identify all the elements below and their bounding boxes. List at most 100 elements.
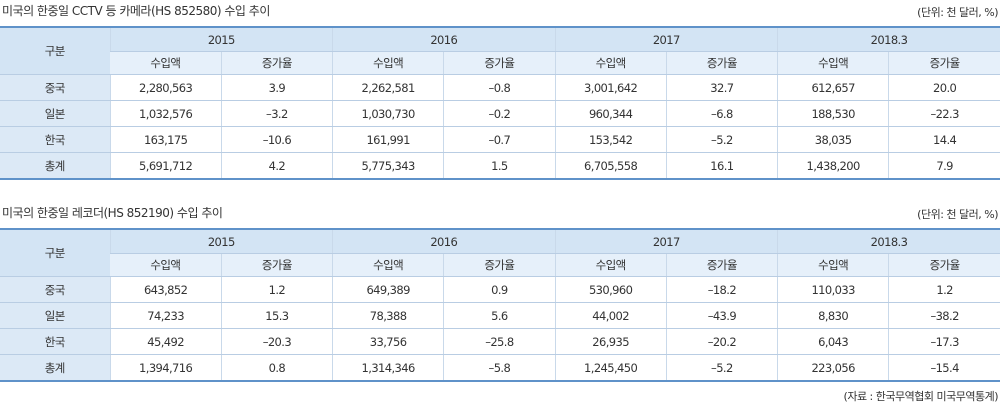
row-label: 한국 xyxy=(0,328,110,355)
cell: 0.9 xyxy=(443,276,555,303)
cell: 3,001,642 xyxy=(554,74,667,101)
sub-header: 수입액 xyxy=(554,51,667,75)
cell: 78,388 xyxy=(331,302,444,329)
sub-header: 증가율 xyxy=(665,253,778,277)
corner-header: 구분 xyxy=(0,229,110,277)
unit-note: (단위: 천 달러, %) xyxy=(917,6,998,19)
row-label: 중국 xyxy=(0,276,110,303)
cell: 1,245,450 xyxy=(554,354,667,382)
cell: –38.2 xyxy=(888,302,1000,329)
cell: –20.2 xyxy=(665,328,778,355)
cell: 38,035 xyxy=(776,126,889,153)
row-label: 일본 xyxy=(0,302,110,329)
sub-header: 증가율 xyxy=(220,253,333,277)
cell: 33,756 xyxy=(331,328,444,355)
data-row: 한국 45,492 –20.3 33,756 –25.8 26,935 –20.2 6,043… xyxy=(0,328,1000,355)
cell: 0.8 xyxy=(220,354,333,382)
year-header: 2017 xyxy=(554,229,778,254)
cell: 110,033 xyxy=(776,276,889,303)
cell: 530,960 xyxy=(554,276,667,303)
sub-header: 수입액 xyxy=(110,51,222,75)
data-table: 구분 2015 2016 2017 2018.3 수입액 증가율 수입액 증가율 수입액 증가율 수입… xyxy=(0,26,1000,180)
data-row: 한국 163,175 –10.6 161,991 –0.7 153,542 –5.2 38,0… xyxy=(0,126,1000,153)
cell: 14.4 xyxy=(888,126,1000,153)
row-label: 중국 xyxy=(0,74,110,101)
year-header: 2016 xyxy=(332,27,555,52)
cell: –3.2 xyxy=(220,100,333,127)
data-table: 구분 2015 2016 2017 2018.3 수입액 증가율 수입액 증가율 수입액 증가율 수입… xyxy=(0,228,1000,382)
cell: 5.6 xyxy=(443,302,555,329)
cell: –43.9 xyxy=(665,302,778,329)
cell: 612,657 xyxy=(776,74,889,101)
cell: –25.8 xyxy=(443,328,555,355)
cell: 3.9 xyxy=(220,74,333,101)
year-header: 2015 xyxy=(109,27,333,52)
cell: 1,438,200 xyxy=(776,152,889,180)
sub-header: 증가율 xyxy=(665,51,778,75)
cell: –5.2 xyxy=(665,126,778,153)
cell: 15.3 xyxy=(220,302,333,329)
cell: 16.1 xyxy=(665,152,778,180)
row-label: 총계 xyxy=(0,354,110,382)
sub-header: 증가율 xyxy=(443,51,555,75)
sub-header: 수입액 xyxy=(776,253,889,277)
sub-header: 수입액 xyxy=(110,253,222,277)
cell: 1.5 xyxy=(443,152,555,180)
cell: 1,394,716 xyxy=(109,354,222,382)
cell: 5,691,712 xyxy=(109,152,222,180)
sub-header: 수입액 xyxy=(776,51,889,75)
row-label: 한국 xyxy=(0,126,110,153)
cell: 4.2 xyxy=(220,152,333,180)
source: (자료 : 한국무역협회 미국무역통계) xyxy=(843,390,999,403)
year-header: 2017 xyxy=(554,27,778,52)
cell: 1.2 xyxy=(888,276,1000,303)
subheader-row: 수입액 증가율 수입액 증가율 수입액 증가율 수입액 증가율 xyxy=(0,253,1000,277)
cell: –22.3 xyxy=(888,100,1000,127)
cell: 6,043 xyxy=(776,328,889,355)
cell: 2,262,581 xyxy=(331,74,444,101)
data-row: 총계 5,691,712 4.2 5,775,343 1.5 6,705,558 16.1 1… xyxy=(0,152,1000,180)
cell: 5,775,343 xyxy=(331,152,444,180)
year-header: 2016 xyxy=(332,229,555,254)
data-row: 일본 1,032,576 –3.2 1,030,730 –0.2 960,344 –6.8 1… xyxy=(0,100,1000,127)
sub-header: 증가율 xyxy=(888,253,1000,277)
cell: –5.2 xyxy=(665,354,778,382)
year-header: 2018.3 xyxy=(777,229,1000,254)
cell: –18.2 xyxy=(665,276,778,303)
cell: 1.2 xyxy=(220,276,333,303)
cell: 26,935 xyxy=(554,328,667,355)
header-row: 구분 2015 2016 2017 2018.3 xyxy=(0,27,1000,75)
cell: 163,175 xyxy=(109,126,222,153)
cell: 960,344 xyxy=(554,100,667,127)
cell: 161,991 xyxy=(331,126,444,153)
cell: 188,530 xyxy=(776,100,889,127)
data-row: 일본 74,233 15.3 78,388 5.6 44,002 –43.9 8,830 –38… xyxy=(0,302,1000,329)
cell: 649,389 xyxy=(331,276,444,303)
cell: 1,314,346 xyxy=(331,354,444,382)
cell: –0.7 xyxy=(443,126,555,153)
cell: 8,830 xyxy=(776,302,889,329)
unit-note: (단위: 천 달러, %) xyxy=(917,208,998,221)
subheader-row: 수입액 증가율 수입액 증가율 수입액 증가율 수입액 증가율 xyxy=(0,51,1000,75)
cell: 223,056 xyxy=(776,354,889,382)
cell: 74,233 xyxy=(109,302,222,329)
cell: 44,002 xyxy=(554,302,667,329)
row-label: 총계 xyxy=(0,152,110,180)
cell: 643,852 xyxy=(109,276,222,303)
cell: –10.6 xyxy=(220,126,333,153)
cell: 1,030,730 xyxy=(331,100,444,127)
data-row: 중국 2,280,563 3.9 2,262,581 –0.8 3,001,642 32.7… xyxy=(0,74,1000,101)
sub-header: 수입액 xyxy=(554,253,667,277)
cell: –20.3 xyxy=(220,328,333,355)
cell: –15.4 xyxy=(888,354,1000,382)
cell: 20.0 xyxy=(888,74,1000,101)
corner-header: 구분 xyxy=(0,27,110,75)
cell: 1,032,576 xyxy=(109,100,222,127)
row-label: 일본 xyxy=(0,100,110,127)
cell: 153,542 xyxy=(554,126,667,153)
cell: –6.8 xyxy=(665,100,778,127)
sub-header: 수입액 xyxy=(331,253,444,277)
header-row: 구분 2015 2016 2017 2018.3 xyxy=(0,229,1000,277)
sub-header: 수입액 xyxy=(331,51,444,75)
